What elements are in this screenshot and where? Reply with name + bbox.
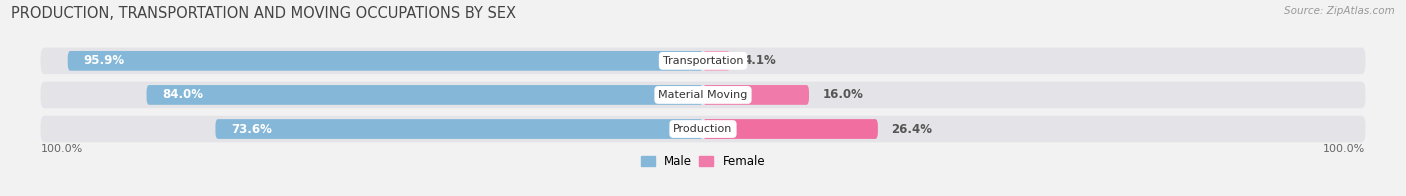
FancyBboxPatch shape: [215, 119, 703, 139]
Text: Material Moving: Material Moving: [658, 90, 748, 100]
Text: PRODUCTION, TRANSPORTATION AND MOVING OCCUPATIONS BY SEX: PRODUCTION, TRANSPORTATION AND MOVING OC…: [11, 6, 516, 21]
FancyBboxPatch shape: [41, 48, 1365, 74]
Text: Production: Production: [673, 124, 733, 134]
Legend: Male, Female: Male, Female: [641, 155, 765, 168]
Text: 100.0%: 100.0%: [41, 144, 83, 154]
FancyBboxPatch shape: [41, 116, 1365, 142]
Text: 73.6%: 73.6%: [232, 122, 273, 135]
Text: 95.9%: 95.9%: [83, 54, 125, 67]
Text: 26.4%: 26.4%: [891, 122, 932, 135]
Text: Source: ZipAtlas.com: Source: ZipAtlas.com: [1284, 6, 1395, 16]
Text: 100.0%: 100.0%: [1323, 144, 1365, 154]
FancyBboxPatch shape: [146, 85, 703, 105]
Text: 84.0%: 84.0%: [163, 88, 204, 102]
FancyBboxPatch shape: [67, 51, 703, 71]
FancyBboxPatch shape: [703, 51, 730, 71]
FancyBboxPatch shape: [41, 82, 1365, 108]
Text: 16.0%: 16.0%: [823, 88, 863, 102]
FancyBboxPatch shape: [703, 85, 808, 105]
Text: 4.1%: 4.1%: [744, 54, 776, 67]
Text: Transportation: Transportation: [662, 56, 744, 66]
FancyBboxPatch shape: [703, 119, 877, 139]
